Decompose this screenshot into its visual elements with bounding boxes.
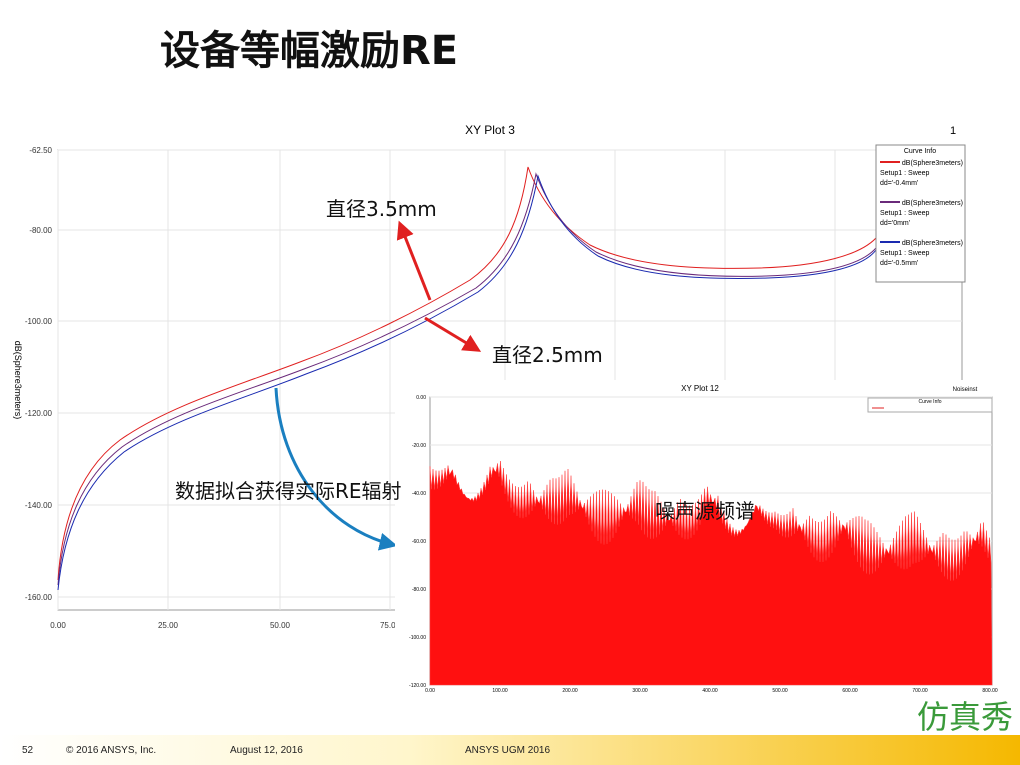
- y-tick-label: -80.00: [412, 587, 426, 593]
- x-tick-label: 0.00: [425, 688, 435, 694]
- slide-title: 设备等幅激励RE: [160, 28, 458, 74]
- date: August 12, 2016: [230, 745, 303, 756]
- legend-param: dd='-0.4mm': [880, 180, 918, 187]
- x-tick-label: 50.00: [270, 621, 291, 630]
- x-tick-label: 100.00: [492, 688, 508, 694]
- curve-purple: [57, 172, 877, 586]
- legend-name: dB(Sphere3meters): [902, 160, 963, 167]
- x-tick-label: 600.00: [842, 688, 858, 694]
- y-axis-label: dB(Sphere3meters): [13, 341, 23, 420]
- x-tick-label: 25.00: [158, 621, 179, 630]
- annotation: 数据拟合获得实际RE辐射: [175, 479, 402, 503]
- event: ANSYS UGM 2016: [465, 745, 550, 756]
- y-tick-label: -120.00: [409, 683, 426, 689]
- x-tick-label: 400.00: [702, 688, 718, 694]
- annotation: 直径3.5mm: [326, 197, 437, 221]
- logo: 仿真秀: [917, 698, 1013, 736]
- x-tick-label: 200.00: [562, 688, 578, 694]
- legend-title: Curve Info: [904, 148, 936, 155]
- x-tick-label: 500.00: [772, 688, 788, 694]
- legend-setup: Setup1 : Sweep: [880, 250, 930, 257]
- page-number: 52: [22, 745, 34, 756]
- footer-band: [0, 735, 1020, 765]
- plot-corner: 1: [950, 125, 956, 137]
- arrow: [396, 220, 432, 301]
- plot-title: XY Plot 3: [465, 123, 515, 137]
- y-tick-label: -140.00: [25, 501, 53, 510]
- x-tick-label: 0.00: [50, 621, 66, 630]
- y-tick-label: -80.00: [29, 226, 52, 235]
- y-tick-label: -62.50: [29, 146, 52, 155]
- legend-param: dd='-0.5mm': [880, 260, 918, 267]
- y-tick-label: -40.00: [412, 491, 426, 497]
- y-tick-label: -60.00: [412, 539, 426, 545]
- legend-param: dd='0mm': [880, 220, 910, 227]
- x-tick-label: 300.00: [632, 688, 648, 694]
- noise-spectrum: [429, 460, 993, 686]
- legend: [867, 397, 993, 413]
- legend-name: dB(Sphere3meters): [902, 200, 963, 207]
- plot-title: XY Plot 12: [681, 384, 719, 393]
- annotation: 直径2.5mm: [492, 343, 603, 367]
- y-tick-label: -160.00: [25, 593, 53, 602]
- curve-blue: [57, 174, 877, 591]
- y-tick-label: -120.00: [25, 409, 53, 418]
- y-tick-label: -100.00: [409, 635, 426, 641]
- legend-setup: Setup1 : Sweep: [880, 210, 930, 217]
- legend-name: dB(Sphere3meters): [902, 240, 963, 247]
- x-tick-label: 700.00: [912, 688, 928, 694]
- y-tick-label: 0.00: [416, 395, 426, 401]
- arrow: [274, 387, 398, 551]
- arrow: [424, 316, 482, 352]
- legend-title: Curve Info: [918, 399, 941, 405]
- legend: [875, 144, 966, 283]
- plot2: XY Plot 12 Noiseinst 0.00 -20.00 -40.00 -60…: [395, 380, 1000, 695]
- plot-corner: Noiseinst: [953, 387, 978, 393]
- x-tick-label: 75.00: [380, 621, 401, 630]
- x-tick-label: 800.00: [982, 688, 998, 694]
- y-tick-label: -20.00: [412, 443, 426, 449]
- curve-red: [57, 166, 877, 581]
- y-tick-label: -100.00: [25, 317, 53, 326]
- legend-setup: Setup1 : Sweep: [880, 170, 930, 177]
- copyright: © 2016 ANSYS, Inc.: [66, 745, 156, 756]
- annotation: 噪声源频谱: [655, 499, 755, 523]
